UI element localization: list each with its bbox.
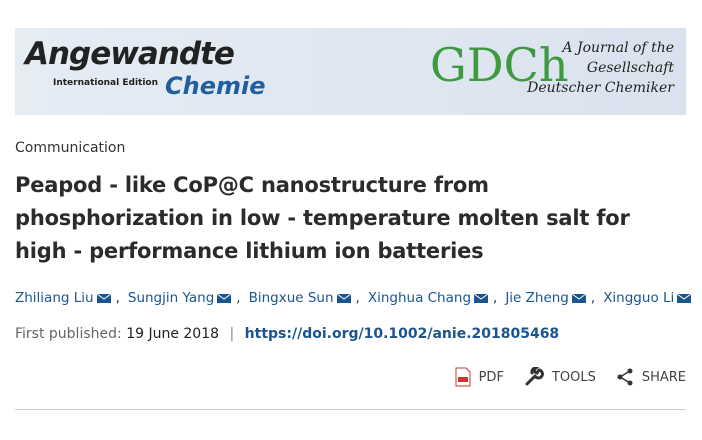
separator: , xyxy=(115,290,120,306)
tools-icon xyxy=(525,367,544,386)
divider: | xyxy=(229,326,235,342)
title-line: high ‐ performance lithium ion batteries xyxy=(15,239,484,263)
author-name[interactable]: Jie Zheng xyxy=(505,290,569,306)
publication-info: First published: 19 June 2018 | https://… xyxy=(15,326,559,342)
separator: , xyxy=(236,290,241,306)
author: Xingguo Li xyxy=(603,290,692,306)
journal-subtitle: Chemie xyxy=(165,72,266,100)
tagline: Gesellschaft xyxy=(586,60,674,76)
pdf-button[interactable]: PDF xyxy=(455,367,504,387)
action-bar: PDF TOOLS SHARE xyxy=(455,367,686,387)
author-name[interactable]: Xingguo Li xyxy=(603,290,675,306)
tools-label: TOOLS xyxy=(551,369,596,385)
title-line: Peapod ‐ like CoP@C nanostructure from xyxy=(15,173,489,197)
author-name[interactable]: Zhiliang Liu xyxy=(15,290,94,306)
share-icon xyxy=(617,368,633,386)
email-icon[interactable] xyxy=(571,293,587,304)
separator: , xyxy=(590,290,596,306)
society-logo: GDCh xyxy=(430,38,569,92)
author-name[interactable]: Bingxue Sun xyxy=(248,290,334,306)
doi-link[interactable]: https://doi.org/10.1002/anie.201805468 xyxy=(244,326,560,342)
pdf-icon xyxy=(455,367,471,387)
journal-name: Angewandte xyxy=(25,36,235,72)
author-list: Zhiliang Liu, Sungjin Yang, Bingxue Sun, Xi… xyxy=(15,290,696,306)
author-name[interactable]: Sungjin Yang xyxy=(127,290,215,306)
article-type: Communication xyxy=(15,140,126,156)
email-icon[interactable] xyxy=(96,293,112,304)
pdf-label: PDF xyxy=(478,369,504,385)
share-button[interactable]: SHARE xyxy=(616,367,686,387)
tagline: A Journal of the xyxy=(562,40,674,56)
email-icon[interactable] xyxy=(216,293,232,304)
author-name[interactable]: Xinghua Chang xyxy=(367,290,472,306)
author: Jie Zheng xyxy=(505,290,587,306)
author: Sungjin Yang xyxy=(128,290,232,306)
published-label: First published: xyxy=(15,326,122,342)
author: Bingxue Sun xyxy=(249,290,352,306)
email-icon[interactable] xyxy=(676,293,692,304)
email-icon[interactable] xyxy=(336,293,352,304)
separator: , xyxy=(493,290,498,306)
separator: , xyxy=(355,290,360,306)
title-line: phosphorization in low ‐ temperature mol… xyxy=(15,206,630,230)
tools-button[interactable]: TOOLS xyxy=(524,367,596,387)
divider-rule xyxy=(15,409,686,410)
edition: International Edition xyxy=(53,78,159,88)
tagline: Deutscher Chemiker xyxy=(527,80,674,96)
author: Xinghua Chang xyxy=(368,290,489,306)
email-icon[interactable] xyxy=(473,293,489,304)
published-date: 19 June 2018 xyxy=(126,326,220,342)
journal-banner[interactable]: Angewandte International Edition Chemie … xyxy=(15,28,686,115)
author: Zhiliang Liu xyxy=(15,290,112,306)
share-label: SHARE xyxy=(641,369,686,385)
